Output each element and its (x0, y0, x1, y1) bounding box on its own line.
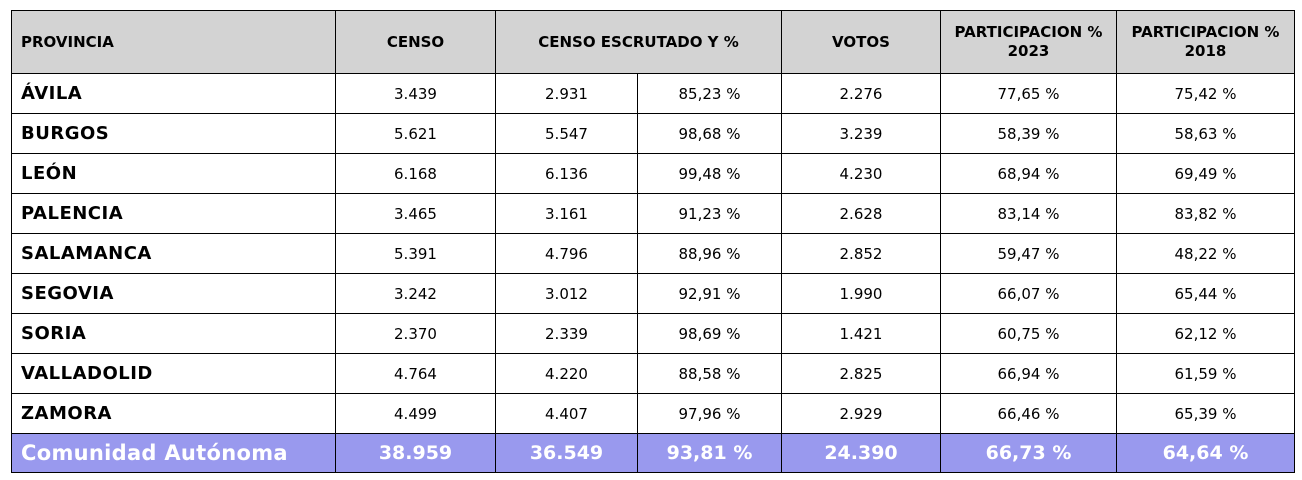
cell-provincia: ÁVILA (11, 73, 336, 114)
cell-provincia: SALAMANCA (11, 233, 336, 274)
total-votos: 24.390 (781, 433, 941, 473)
header-participacion-2018-label: PARTICIPACION % 2018 (1131, 23, 1280, 60)
cell-provincia: SEGOVIA (11, 273, 336, 314)
cell-escrutado-pct: 88,58 % (637, 353, 782, 394)
total-escrutado-pct: 93,81 % (637, 433, 782, 473)
cell-censo: 2.370 (335, 313, 496, 354)
header-provincia: PROVINCIA (11, 10, 336, 74)
cell-censo: 5.391 (335, 233, 496, 274)
cell-censo: 3.439 (335, 73, 496, 114)
table-row: SALAMANCA 5.391 4.796 88,96 % 2.852 59,4… (11, 233, 1295, 274)
cell-censo-escrutado: 3.161 (495, 193, 638, 234)
cell-participacion-2018: 83,82 % (1116, 193, 1295, 234)
table-row: PALENCIA 3.465 3.161 91,23 % 2.628 83,14… (11, 193, 1295, 234)
cell-censo-escrutado: 4.796 (495, 233, 638, 274)
header-votos: VOTOS (781, 10, 941, 74)
table-header-row: PROVINCIA CENSO CENSO ESCRUTADO Y % VOTO… (11, 10, 1295, 74)
cell-participacion-2018: 58,63 % (1116, 113, 1295, 154)
cell-escrutado-pct: 98,69 % (637, 313, 782, 354)
cell-participacion-2023: 66,94 % (940, 353, 1117, 394)
cell-censo: 5.621 (335, 113, 496, 154)
cell-votos: 3.239 (781, 113, 941, 154)
header-participacion-2023-label: PARTICIPACION % 2023 (954, 23, 1103, 60)
cell-votos: 2.628 (781, 193, 941, 234)
cell-escrutado-pct: 98,68 % (637, 113, 782, 154)
cell-escrutado-pct: 97,96 % (637, 393, 782, 434)
cell-participacion-2023: 68,94 % (940, 153, 1117, 194)
cell-participacion-2018: 75,42 % (1116, 73, 1295, 114)
cell-provincia: BURGOS (11, 113, 336, 154)
cell-votos: 1.421 (781, 313, 941, 354)
cell-censo-escrutado: 5.547 (495, 113, 638, 154)
cell-escrutado-pct: 99,48 % (637, 153, 782, 194)
cell-participacion-2018: 65,44 % (1116, 273, 1295, 314)
cell-censo-escrutado: 4.407 (495, 393, 638, 434)
cell-provincia: LEÓN (11, 153, 336, 194)
cell-censo-escrutado: 2.931 (495, 73, 638, 114)
cell-votos: 2.825 (781, 353, 941, 394)
cell-censo: 3.465 (335, 193, 496, 234)
cell-participacion-2018: 48,22 % (1116, 233, 1295, 274)
cell-votos: 2.852 (781, 233, 941, 274)
cell-censo: 4.764 (335, 353, 496, 394)
cell-participacion-2023: 58,39 % (940, 113, 1117, 154)
table-row: BURGOS 5.621 5.547 98,68 % 3.239 58,39 %… (11, 113, 1295, 154)
table-row: ÁVILA 3.439 2.931 85,23 % 2.276 77,65 % … (11, 73, 1295, 114)
cell-censo-escrutado: 4.220 (495, 353, 638, 394)
cell-provincia: VALLADOLID (11, 353, 336, 394)
header-participacion-2023: PARTICIPACION % 2023 (940, 10, 1117, 74)
cell-escrutado-pct: 85,23 % (637, 73, 782, 114)
cell-participacion-2023: 59,47 % (940, 233, 1117, 274)
total-participacion-2018: 64,64 % (1116, 433, 1295, 473)
table-row: LEÓN 6.168 6.136 99,48 % 4.230 68,94 % 6… (11, 153, 1295, 194)
cell-escrutado-pct: 92,91 % (637, 273, 782, 314)
header-participacion-2018: PARTICIPACION % 2018 (1116, 10, 1295, 74)
cell-censo: 3.242 (335, 273, 496, 314)
total-row: Comunidad Autónoma 38.959 36.549 93,81 %… (11, 433, 1295, 473)
cell-participacion-2023: 66,07 % (940, 273, 1117, 314)
cell-participacion-2023: 60,75 % (940, 313, 1117, 354)
cell-votos: 1.990 (781, 273, 941, 314)
total-censo: 38.959 (335, 433, 496, 473)
cell-provincia: ZAMORA (11, 393, 336, 434)
table-row: ZAMORA 4.499 4.407 97,96 % 2.929 66,46 %… (11, 393, 1295, 434)
participation-table: PROVINCIA CENSO CENSO ESCRUTADO Y % VOTO… (11, 10, 1295, 473)
cell-escrutado-pct: 88,96 % (637, 233, 782, 274)
cell-votos: 4.230 (781, 153, 941, 194)
header-censo: CENSO (335, 10, 496, 74)
cell-votos: 2.929 (781, 393, 941, 434)
cell-participacion-2018: 69,49 % (1116, 153, 1295, 194)
cell-censo: 6.168 (335, 153, 496, 194)
table-row: SORIA 2.370 2.339 98,69 % 1.421 60,75 % … (11, 313, 1295, 354)
cell-participacion-2018: 61,59 % (1116, 353, 1295, 394)
cell-participacion-2018: 65,39 % (1116, 393, 1295, 434)
cell-escrutado-pct: 91,23 % (637, 193, 782, 234)
total-censo-escrutado: 36.549 (495, 433, 638, 473)
total-participacion-2023: 66,73 % (940, 433, 1117, 473)
cell-participacion-2023: 77,65 % (940, 73, 1117, 114)
cell-censo-escrutado: 2.339 (495, 313, 638, 354)
cell-participacion-2018: 62,12 % (1116, 313, 1295, 354)
header-censo-escrutado: CENSO ESCRUTADO Y % (495, 10, 782, 74)
cell-provincia: PALENCIA (11, 193, 336, 234)
cell-provincia: SORIA (11, 313, 336, 354)
table-row: SEGOVIA 3.242 3.012 92,91 % 1.990 66,07 … (11, 273, 1295, 314)
cell-censo-escrutado: 3.012 (495, 273, 638, 314)
cell-censo: 4.499 (335, 393, 496, 434)
table-row: VALLADOLID 4.764 4.220 88,58 % 2.825 66,… (11, 353, 1295, 394)
cell-participacion-2023: 83,14 % (940, 193, 1117, 234)
cell-votos: 2.276 (781, 73, 941, 114)
total-provincia: Comunidad Autónoma (11, 433, 336, 473)
cell-censo-escrutado: 6.136 (495, 153, 638, 194)
cell-participacion-2023: 66,46 % (940, 393, 1117, 434)
